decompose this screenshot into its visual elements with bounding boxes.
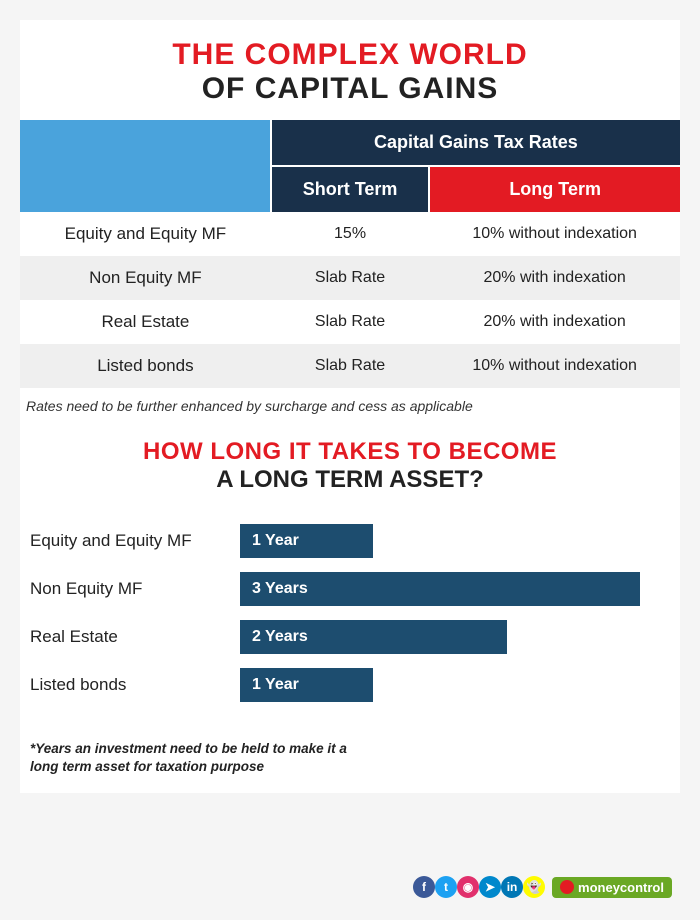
bar-row: Non Equity MF3 Years [30, 572, 670, 606]
bar-track: 1 Year [240, 524, 670, 558]
bar-track: 3 Years [240, 572, 670, 606]
row-long-term: 10% without indexation [429, 212, 680, 256]
row-long-term: 10% without indexation [429, 344, 680, 388]
table-row: Equity and Equity MF15%10% without index… [20, 212, 680, 256]
row-short-term: 15% [271, 212, 430, 256]
bar-fill: 3 Years [240, 572, 640, 606]
telegram-icon[interactable]: ➤ [479, 876, 501, 898]
bar-fill: 2 Years [240, 620, 507, 654]
bar-row: Listed bonds1 Year [30, 668, 670, 702]
tax-rates-table: Capital Gains Tax Rates Short Term Long … [20, 120, 680, 388]
bar-label: Non Equity MF [30, 579, 240, 599]
bar-label: Equity and Equity MF [30, 531, 240, 551]
chart-footnote: *Years an investment need to be held to … [20, 736, 380, 793]
row-short-term: Slab Rate [271, 344, 430, 388]
subtitle-line-1: HOW LONG IT TAKES TO BECOME [20, 438, 680, 466]
bar-track: 1 Year [240, 668, 670, 702]
table-row: Listed bondsSlab Rate10% without indexat… [20, 344, 680, 388]
bar-track: 2 Years [240, 620, 670, 654]
row-short-term: Slab Rate [271, 256, 430, 300]
bar-fill: 1 Year [240, 668, 373, 702]
table-row: Non Equity MFSlab Rate20% with indexatio… [20, 256, 680, 300]
table-row: Real EstateSlab Rate20% with indexation [20, 300, 680, 344]
instagram-icon[interactable]: ◉ [457, 876, 479, 898]
bar-row: Equity and Equity MF1 Year [30, 524, 670, 558]
table-header-blank [20, 120, 271, 212]
table-footnote: Rates need to be further enhanced by sur… [20, 388, 680, 420]
table-header-span: Capital Gains Tax Rates [271, 120, 680, 166]
snapchat-icon[interactable]: 👻 [523, 876, 545, 898]
table-header-short-term: Short Term [271, 166, 430, 212]
bar-label: Listed bonds [30, 675, 240, 695]
row-long-term: 20% with indexation [429, 256, 680, 300]
duration-bar-chart: Equity and Equity MF1 YearNon Equity MF3… [20, 504, 680, 736]
table-header-long-term: Long Term [429, 166, 680, 212]
facebook-icon[interactable]: f [413, 876, 435, 898]
brand-logo: moneycontrol [552, 877, 672, 898]
linkedin-icon[interactable]: in [501, 876, 523, 898]
row-short-term: Slab Rate [271, 300, 430, 344]
row-label: Non Equity MF [20, 256, 271, 300]
brand-text: moneycontrol [578, 880, 664, 895]
row-label: Real Estate [20, 300, 271, 344]
title-line-1: THE COMPLEX WORLD [20, 38, 680, 72]
row-label: Listed bonds [20, 344, 271, 388]
subtitle-line-2: A LONG TERM ASSET? [20, 466, 680, 494]
twitter-icon[interactable]: t [435, 876, 457, 898]
brand-icon [560, 880, 574, 894]
row-label: Equity and Equity MF [20, 212, 271, 256]
title-line-2: OF CAPITAL GAINS [20, 72, 680, 106]
subtitle: HOW LONG IT TAKES TO BECOME A LONG TERM … [20, 420, 680, 504]
row-long-term: 20% with indexation [429, 300, 680, 344]
bar-fill: 1 Year [240, 524, 373, 558]
footer: ft◉➤in👻 moneycontrol [413, 876, 672, 898]
bar-row: Real Estate2 Years [30, 620, 670, 654]
bar-label: Real Estate [30, 627, 240, 647]
main-title: THE COMPLEX WORLD OF CAPITAL GAINS [20, 20, 680, 120]
